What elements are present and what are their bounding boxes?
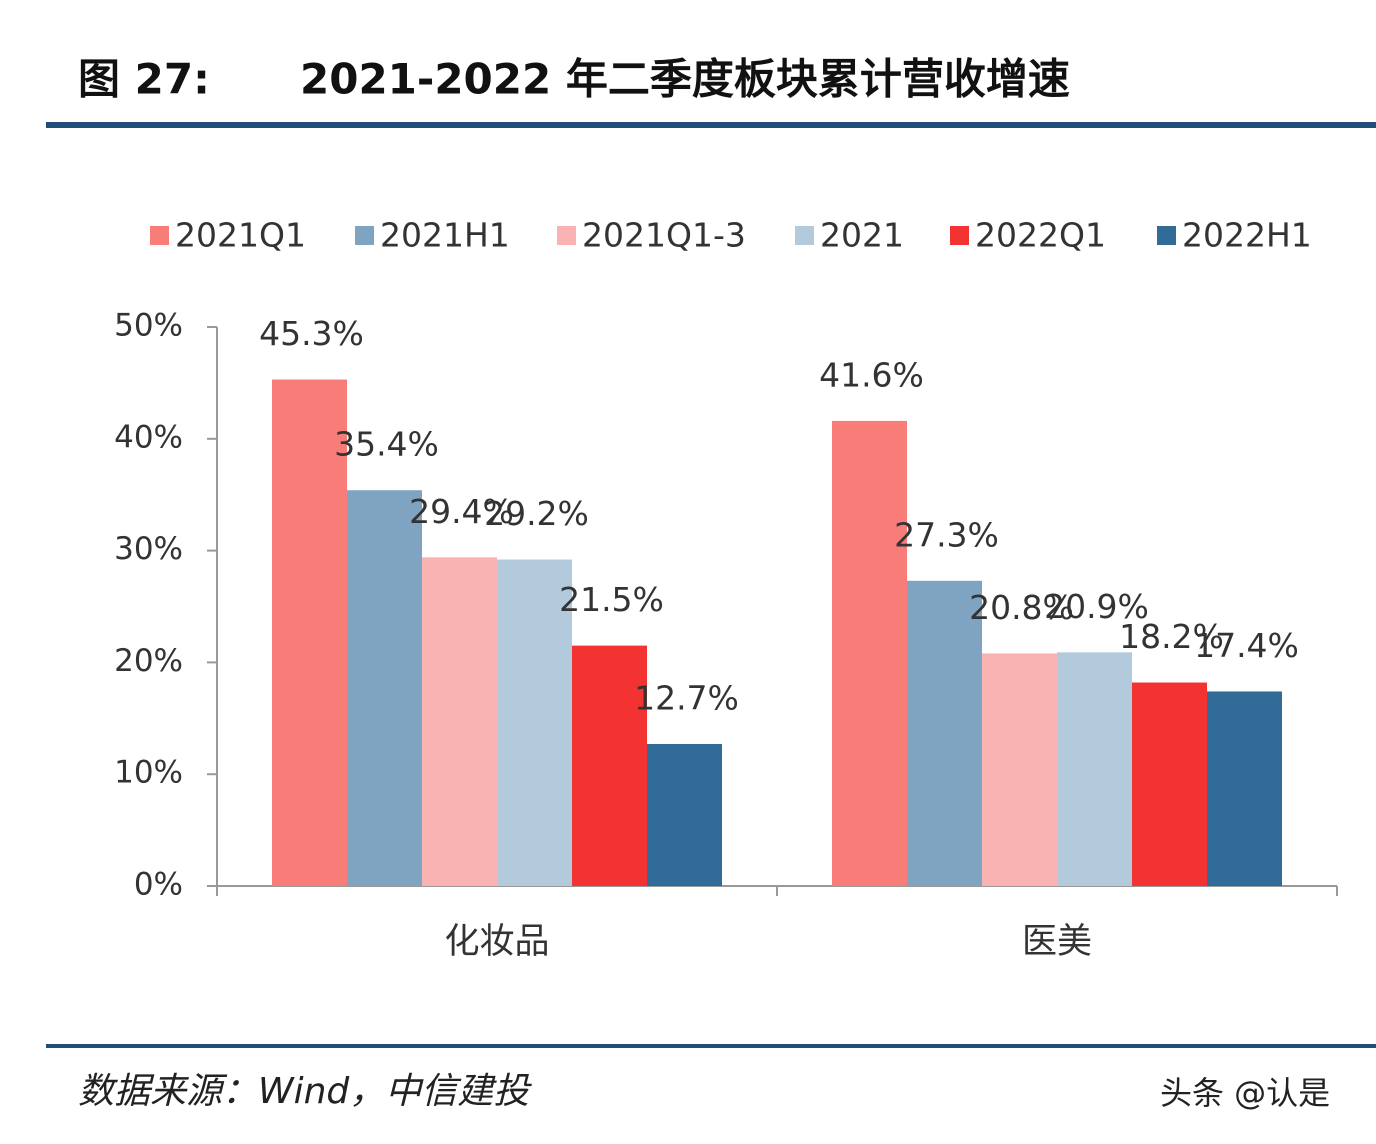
bar [647, 744, 722, 886]
data-label: 45.3% [259, 314, 364, 353]
bar [497, 559, 572, 886]
bar [1207, 691, 1282, 886]
bar [982, 653, 1057, 886]
legend-swatch [795, 226, 814, 245]
figure-label: 图 27: [78, 55, 210, 104]
data-label: 20.8% [969, 588, 1074, 627]
x-tick-label: 医美 [1022, 922, 1092, 962]
legend-label: 2021Q1-3 [582, 216, 746, 255]
bar [422, 557, 497, 886]
y-tick-label: 30% [114, 531, 183, 567]
data-label: 41.6% [819, 355, 924, 394]
legend-swatch [150, 226, 169, 245]
y-tick-label: 50% [114, 308, 183, 344]
data-label: 35.4% [334, 425, 439, 464]
chart-title: 2021-2022 年二季度板块累计营收增速 [300, 55, 1070, 104]
y-tick-label: 20% [114, 643, 183, 679]
legend-swatch [557, 226, 576, 245]
legend-swatch [950, 226, 969, 245]
data-label: 27.3% [894, 515, 999, 554]
data-label: 12.7% [634, 679, 739, 718]
data-label: 18.2% [1119, 617, 1224, 656]
bar [572, 645, 647, 886]
data-label: 29.4% [409, 492, 514, 531]
y-tick-label: 10% [114, 755, 183, 791]
bar [347, 490, 422, 886]
footer-rule [46, 1044, 1376, 1048]
data-label: 17.4% [1194, 626, 1299, 665]
bar [1057, 652, 1132, 886]
bar [1132, 682, 1207, 886]
y-tick-label: 40% [114, 419, 183, 455]
watermark: 头条 @认是 [1160, 1074, 1330, 1112]
legend-label: 2021 [820, 216, 904, 255]
header-rule [46, 122, 1376, 128]
bar [907, 580, 982, 886]
data-label: 21.5% [559, 580, 664, 619]
legend-swatch [355, 226, 374, 245]
legend-label: 2022H1 [1182, 216, 1312, 255]
legend-swatch [1157, 226, 1176, 245]
x-tick-label: 化妆品 [444, 922, 549, 962]
data-label: 29.2% [484, 494, 589, 533]
legend-label: 2021H1 [380, 216, 510, 255]
y-tick-label: 0% [134, 867, 183, 903]
bar [272, 379, 347, 886]
legend-label: 2021Q1 [175, 216, 306, 255]
data-label: 20.9% [1044, 587, 1149, 626]
bar [832, 420, 907, 886]
source: 数据来源：Wind，中信建投 [78, 1071, 532, 1112]
legend-label: 2022Q1 [975, 216, 1106, 255]
